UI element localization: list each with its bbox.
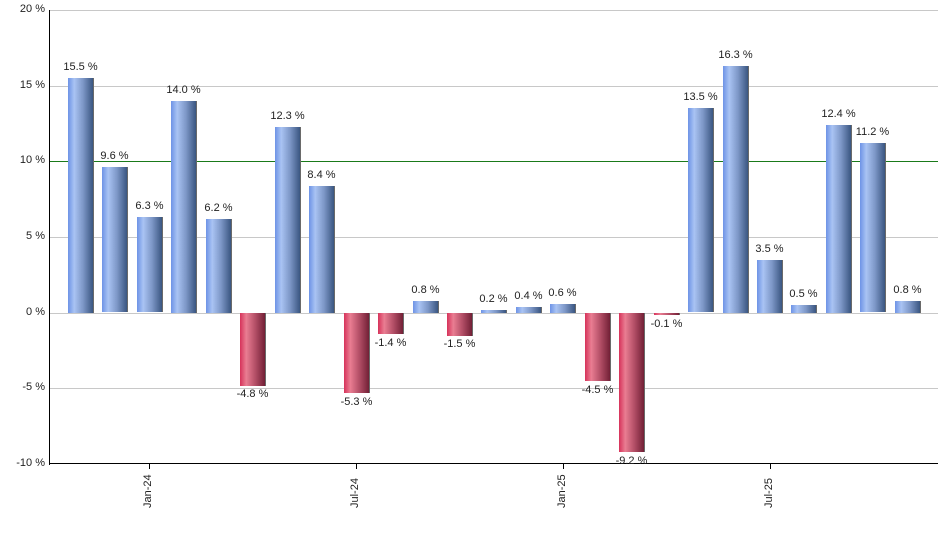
bar-value-label: -9.2 %	[615, 455, 648, 467]
gridline	[50, 388, 938, 389]
x-tick-label: Jul-25	[763, 478, 775, 508]
x-tick-label: Jan-24	[142, 474, 154, 508]
bar-value-label: 9.6 %	[100, 150, 129, 162]
bar-value-label: 6.3 %	[135, 200, 164, 212]
gridline	[50, 313, 938, 314]
bar-value-label: 8.4 %	[307, 169, 336, 181]
bar-value-label: 13.5 %	[683, 91, 718, 103]
bar-value-label: 6.2 %	[204, 202, 233, 214]
bar-Apr-24	[240, 313, 265, 386]
bar-Jan-25	[550, 304, 575, 313]
bar-Sep-25	[826, 125, 851, 313]
gridline	[50, 237, 938, 238]
bar-value-label: -1.4 %	[374, 337, 407, 349]
bar-value-label: -5.3 %	[340, 396, 373, 408]
gridline	[50, 86, 938, 87]
bar-Nov-23	[68, 78, 93, 313]
bar-Jun-24	[309, 186, 334, 313]
bar-Aug-24	[378, 313, 403, 334]
bar-Jun-25	[723, 66, 748, 313]
y-tick-label: -5 %	[22, 381, 45, 393]
x-tick	[770, 464, 771, 469]
x-tick	[563, 464, 564, 469]
x-axis-line	[49, 463, 938, 464]
bar-value-label: 14.0 %	[166, 84, 201, 96]
bar-Mar-24	[206, 219, 231, 313]
bar-value-label: 0.6 %	[548, 287, 577, 299]
x-tick-label: Jan-25	[556, 474, 568, 508]
x-tick-label: Jul-24	[349, 478, 361, 508]
bar-Feb-25	[585, 313, 610, 381]
y-tick-label: -10 %	[16, 457, 45, 469]
x-tick	[356, 464, 357, 469]
bar-value-label: 16.3 %	[718, 49, 753, 61]
y-axis-line	[49, 10, 50, 465]
bar-Jan-24	[137, 217, 162, 312]
bar-value-label: 12.3 %	[270, 110, 305, 122]
bar-Aug-25	[791, 305, 816, 313]
bar-Jul-24	[344, 313, 369, 393]
bar-value-label: 15.5 %	[63, 61, 98, 73]
bar-value-label: 3.5 %	[755, 243, 784, 255]
bar-value-label: 0.8 %	[411, 284, 440, 296]
bar-Mar-25	[619, 313, 644, 452]
bar-value-label: -1.5 %	[443, 338, 476, 350]
bar-Oct-25	[860, 143, 885, 312]
gridline	[50, 10, 938, 11]
bar-value-label: 0.8 %	[893, 284, 922, 296]
reference-line	[50, 161, 938, 162]
bar-Nov-24	[481, 310, 506, 313]
bar-Dec-24	[516, 307, 541, 313]
bar-Feb-24	[171, 101, 196, 313]
bar-value-label: -0.1 %	[650, 318, 683, 330]
y-tick-label: 10 %	[19, 154, 45, 166]
bar-value-label: 0.2 %	[479, 293, 508, 305]
bar-value-label: 0.5 %	[789, 288, 818, 300]
y-tick-label: 20 %	[19, 3, 45, 15]
bar-Nov-25	[895, 301, 920, 313]
bar-Sep-24	[413, 301, 438, 313]
bar-value-label: 12.4 %	[821, 108, 856, 120]
bar-value-label: -4.8 %	[236, 388, 269, 400]
y-tick-label: 5 %	[26, 230, 45, 242]
y-tick-label: 0 %	[26, 306, 45, 318]
bar-Oct-24	[447, 313, 472, 336]
bar-value-label: 0.4 %	[514, 290, 543, 302]
y-tick-label: 15 %	[19, 79, 45, 91]
bar-May-25	[688, 108, 713, 312]
bar-May-24	[275, 127, 300, 313]
bar-Apr-25	[654, 313, 679, 315]
bar-Jul-25	[757, 260, 782, 313]
x-tick	[149, 464, 150, 469]
bar-value-label: -4.5 %	[581, 384, 614, 396]
bar-value-label: 11.2 %	[855, 126, 890, 138]
bar-Dec-23	[102, 167, 127, 312]
